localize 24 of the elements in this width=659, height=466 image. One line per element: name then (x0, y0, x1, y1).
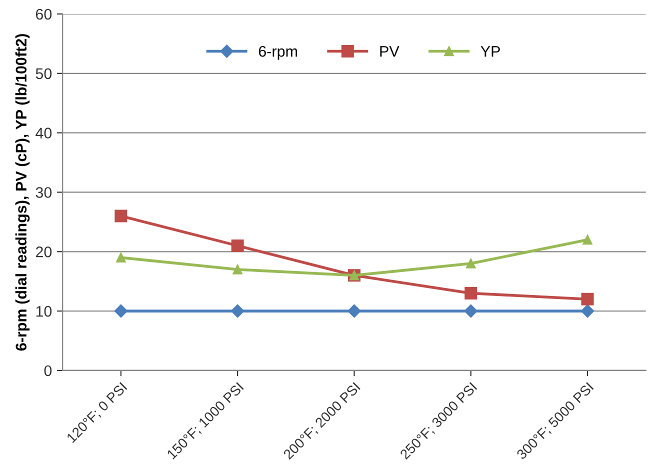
point (464, 286, 478, 300)
y-tick-label: 30 (36, 187, 52, 198)
y-tick-label: 20 (36, 246, 52, 258)
point (114, 210, 128, 222)
y-tick-label: 40 (36, 128, 52, 138)
point (114, 304, 128, 318)
y-tick-label: 60 (36, 8, 52, 20)
point (230, 304, 244, 318)
point (581, 292, 594, 306)
point (466, 258, 476, 268)
y-tick-label: 0 (44, 365, 52, 376)
legend-label: YP (480, 46, 500, 57)
point (348, 304, 361, 318)
point (464, 304, 478, 318)
legend-label: PV (380, 46, 400, 57)
point (232, 264, 242, 274)
point (580, 304, 594, 318)
point (116, 252, 126, 262)
legend-label: 6-rpm (258, 46, 298, 60)
y-axis-title: 6-rpm (dial readings), PV (cP), YP (lb/100ft2) (15, 34, 30, 351)
point (231, 239, 244, 252)
y-tick-label: 50 (36, 68, 52, 80)
y-tick-label: 10 (36, 306, 52, 317)
point (582, 234, 592, 245)
